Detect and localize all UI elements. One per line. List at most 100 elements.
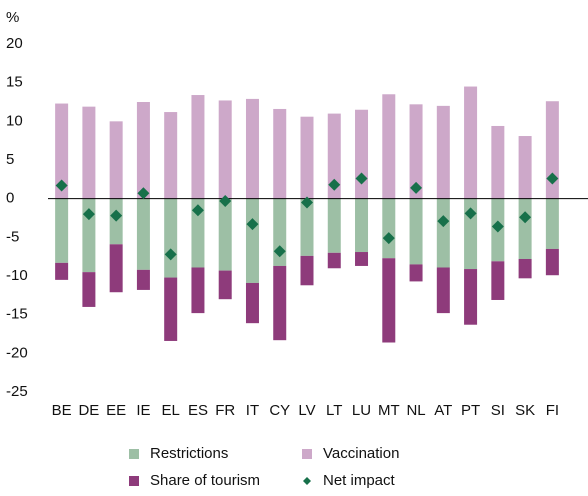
bar xyxy=(82,106,96,199)
bar xyxy=(55,198,69,263)
net-impact-marker xyxy=(82,208,95,221)
bar xyxy=(191,95,205,199)
bar xyxy=(136,102,150,199)
y-tick-label: 0 xyxy=(6,190,14,207)
bar xyxy=(55,103,69,199)
bar xyxy=(109,121,123,199)
net-impact-marker xyxy=(491,220,504,233)
net-impact-marker xyxy=(519,211,532,224)
x-tick-label: EL xyxy=(162,402,180,419)
bar xyxy=(273,265,287,341)
bar xyxy=(545,101,559,199)
bar xyxy=(273,108,287,199)
bar xyxy=(218,198,232,271)
bar xyxy=(245,282,259,324)
x-tick-label: PT xyxy=(461,402,480,419)
net-impact-marker xyxy=(410,181,423,194)
bar xyxy=(518,136,532,199)
bar xyxy=(409,198,423,265)
net-impact-marker xyxy=(273,245,286,258)
bar xyxy=(245,198,259,283)
bar xyxy=(518,258,532,279)
net-impact-marker xyxy=(464,207,477,220)
x-tick-label: AT xyxy=(434,402,452,419)
bar xyxy=(464,269,478,325)
bar xyxy=(382,198,396,259)
bar xyxy=(436,267,450,314)
x-tick-label: ES xyxy=(188,402,208,419)
net-impact-marker xyxy=(246,218,259,231)
bar xyxy=(136,269,150,290)
bar xyxy=(300,116,314,199)
bar xyxy=(218,270,232,300)
y-tick-label: -20 xyxy=(6,344,28,361)
legend-label: Restrictions xyxy=(150,445,228,462)
x-tick-label: DE xyxy=(78,402,99,419)
bar xyxy=(464,198,478,270)
bar xyxy=(382,94,396,199)
bar xyxy=(327,252,341,269)
bar xyxy=(300,198,314,256)
bar xyxy=(545,248,559,276)
x-tick-label: IE xyxy=(136,402,150,419)
net-impact-marker xyxy=(137,187,150,200)
y-tick-label: -15 xyxy=(6,306,28,323)
bar xyxy=(518,198,532,259)
bar xyxy=(245,98,259,199)
bar xyxy=(355,109,369,199)
x-tick-label: BE xyxy=(52,402,72,419)
bar xyxy=(382,258,396,343)
legend-label: Vaccination xyxy=(323,445,399,462)
bar xyxy=(545,198,559,249)
y-tick-label: 15 xyxy=(6,74,23,91)
net-impact-marker xyxy=(301,196,313,209)
x-tick-label: SK xyxy=(515,402,535,419)
bar xyxy=(491,125,505,199)
x-tick-label: LT xyxy=(326,402,342,419)
bar xyxy=(327,113,341,199)
x-tick-label: FR xyxy=(215,402,235,419)
x-tick-label: FI xyxy=(546,402,559,419)
y-tick-label: 5 xyxy=(6,151,14,168)
bar xyxy=(355,198,369,253)
bar xyxy=(409,264,423,282)
bar xyxy=(218,100,232,199)
legend-marker xyxy=(303,477,311,485)
net-impact-marker xyxy=(355,172,368,185)
bar xyxy=(164,277,178,341)
bar xyxy=(82,198,96,273)
net-impact-marker xyxy=(382,232,395,245)
net-impact-marker xyxy=(191,204,204,217)
y-tick-label: 20 xyxy=(6,35,23,52)
net-impact-marker xyxy=(219,194,232,207)
bar xyxy=(164,112,178,199)
bar xyxy=(191,267,205,314)
net-impact-marker xyxy=(55,179,68,192)
bar xyxy=(55,262,69,280)
net-impact-marker xyxy=(437,215,450,228)
legend-swatch xyxy=(129,449,139,459)
x-tick-label: NL xyxy=(406,402,425,419)
y-tick-label: 10 xyxy=(6,112,23,129)
legend-swatch xyxy=(302,449,312,459)
legend-label: Net impact xyxy=(323,472,396,489)
bar xyxy=(409,104,423,199)
net-impact-marker xyxy=(164,248,177,261)
y-tick-label: -10 xyxy=(6,267,28,284)
x-tick-label: SI xyxy=(491,402,505,419)
y-axis-label: % xyxy=(6,9,19,26)
net-impact-marker xyxy=(110,209,123,222)
y-tick-label: -5 xyxy=(6,228,19,245)
legend-label: Share of tourism xyxy=(150,472,260,489)
legend-swatch xyxy=(129,476,139,486)
x-tick-label: LU xyxy=(352,402,371,419)
x-tick-label: CY xyxy=(269,402,290,419)
bar xyxy=(109,244,123,293)
y-tick-label: -25 xyxy=(6,383,28,400)
bar xyxy=(355,252,369,266)
bar xyxy=(191,198,205,268)
net-impact-marker xyxy=(328,178,341,191)
bar xyxy=(164,198,178,278)
x-tick-label: MT xyxy=(378,402,400,419)
